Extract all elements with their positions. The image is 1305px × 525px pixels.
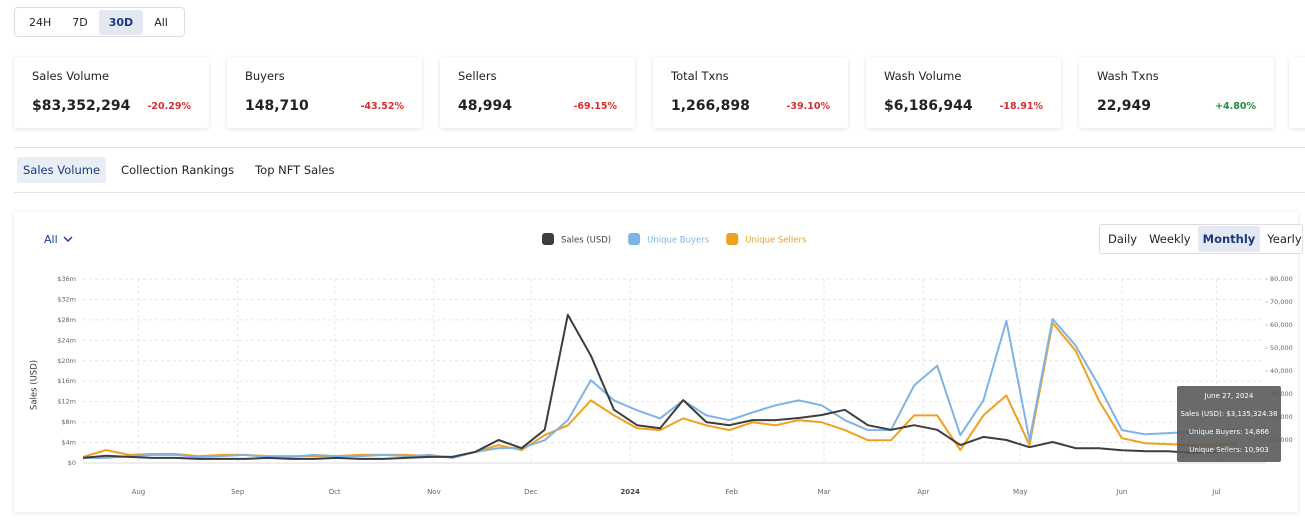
y2-tick-label: 40,000: [1270, 367, 1293, 375]
tabs: Sales Volume Collection Rankings Top NFT S…: [17, 157, 349, 183]
period-button[interactable]: Monthly: [1197, 226, 1261, 252]
y2-tick-label: 10,000: [1270, 436, 1293, 444]
x-tick-label: Apr: [917, 488, 929, 496]
filter-dropdown[interactable]: All: [44, 233, 58, 246]
time-filter-button[interactable]: All: [154, 15, 168, 29]
y-tick-label: $12m: [57, 398, 76, 406]
y2-tick-label: 70,000: [1270, 298, 1293, 306]
stat-label: Wash Txns: [1097, 69, 1159, 83]
tab[interactable]: Sales Volume: [17, 157, 107, 183]
stat-label: Total Txns: [671, 69, 729, 83]
series-line: [82, 313, 1238, 460]
legend-swatch: [628, 233, 641, 245]
legend-swatch: [726, 233, 739, 245]
y2-tick-label: 20,000: [1270, 413, 1293, 421]
stat-change: -43.52%: [360, 101, 404, 112]
x-tick-label: Dec: [524, 488, 538, 496]
stat-card: Wash Volume $6,186,944 -18.91%: [866, 57, 1061, 128]
tooltip-line: Unique Sellers: 10,903: [1189, 446, 1268, 454]
stat-change: -18.91%: [999, 101, 1043, 112]
stat-change: +4.80%: [1215, 101, 1256, 112]
x-tick-label: Sep: [231, 488, 245, 496]
y2-tick-label: 80,000: [1270, 275, 1293, 283]
stat-label: Wash Volume: [884, 69, 962, 83]
period-button[interactable]: Daily: [1108, 232, 1138, 246]
time-filter-button[interactable]: 7D: [72, 15, 88, 29]
legend-label: Unique Buyers: [647, 236, 710, 246]
stat-change: -20.29%: [147, 101, 191, 112]
tooltip-line: Sales (USD): $3,135,324.38: [1180, 410, 1277, 418]
stat-card: Wash Txns 22,949 +4.80%: [1079, 57, 1274, 128]
time-filter: 24H 7D 30D All: [14, 7, 185, 37]
chart-card: [14, 212, 1298, 512]
stat-value: $83,352,294: [32, 98, 131, 114]
x-tick-label: Feb: [726, 488, 739, 496]
chart: All Sales (USD) $0 $4m $8m $12m $16m $20m $24m…: [30, 233, 1293, 496]
x-tick-label: Oct: [329, 488, 341, 496]
time-filter-button[interactable]: 24H: [29, 15, 52, 29]
period-button[interactable]: Weekly: [1149, 232, 1191, 246]
stat-card: Buyers 148,710 -43.52%: [227, 57, 422, 128]
x-tick-label: Aug: [132, 488, 146, 496]
tab[interactable]: Top NFT Sales: [255, 163, 335, 177]
stat-value: 1,266,898: [671, 98, 750, 114]
y-tick-label: $20m: [57, 357, 76, 365]
y2-tick-label: 30,000: [1270, 390, 1293, 398]
x-tick-label: May: [1013, 488, 1027, 496]
period-selector: Daily Weekly Monthly Yearly: [1099, 224, 1303, 254]
stat-card: Total Txns 1,266,898 -39.10%: [653, 57, 848, 128]
series-line: [82, 321, 1238, 458]
stat-value: 148,710: [245, 98, 309, 114]
y-tick-label: $36m: [57, 275, 76, 283]
stat-value: 48,994: [458, 98, 513, 114]
stat-change: -69.15%: [573, 101, 617, 112]
y-tick-label: $8m: [61, 418, 76, 426]
stat-value: $6,186,944: [884, 98, 973, 114]
series-line: [83, 318, 1238, 459]
y-tick-label: $16m: [57, 377, 76, 385]
y-tick-label: $28m: [57, 316, 76, 324]
stat-value: 22,949: [1097, 98, 1152, 114]
card-edge: [1289, 57, 1305, 128]
period-button[interactable]: Yearly: [1267, 232, 1302, 246]
x-tick-label: Nov: [427, 488, 441, 496]
stat-label: Buyers: [245, 69, 285, 83]
divider: [14, 147, 1305, 148]
x-tick-label: 2024: [620, 488, 640, 496]
stat-card: Sellers 48,994 -69.15%: [440, 57, 635, 128]
dropdown-chevron: [63, 236, 73, 242]
x-tick-label: Mar: [817, 488, 830, 496]
y-axis-label: Sales (USD): [30, 360, 40, 410]
tab[interactable]: Collection Rankings: [121, 163, 235, 177]
stat-change: -39.10%: [786, 101, 830, 112]
y-tick-label: $32m: [57, 295, 76, 303]
x-tick-label: Jul: [1211, 488, 1221, 496]
y2-tick-label: 60,000: [1270, 321, 1293, 329]
y-tick-label: $0: [68, 459, 76, 467]
y2-tick-label: 50,000: [1270, 344, 1293, 352]
y-tick-label: $24m: [57, 336, 76, 344]
stat-label: Sellers: [458, 69, 497, 83]
y-tick-label: $4m: [61, 439, 76, 447]
time-filter-button[interactable]: 30D: [98, 9, 144, 35]
stat-card: Sales Volume $83,352,294 -20.29%: [14, 57, 209, 128]
tooltip-line: Unique Buyers: 14,866: [1189, 428, 1270, 436]
legend-swatch: [542, 233, 554, 245]
legend-label: Sales (USD): [561, 236, 611, 246]
x-tick-label: Jun: [1115, 488, 1127, 496]
divider: [14, 192, 1305, 193]
stat-label: Sales Volume: [32, 69, 110, 83]
tooltip-title: June 27, 2024: [1204, 392, 1254, 400]
legend-label: Unique Sellers: [745, 236, 807, 246]
tooltip-box: [1177, 386, 1281, 462]
